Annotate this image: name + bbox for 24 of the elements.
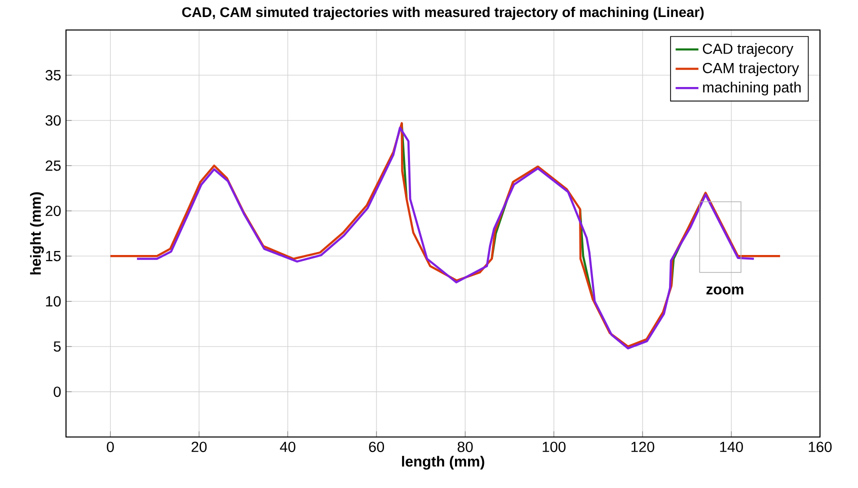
legend-label: CAM trajectory bbox=[702, 62, 800, 76]
y-tick-label: 15 bbox=[46, 250, 61, 262]
x-tick-label: 140 bbox=[720, 442, 743, 452]
y-axis-title: height (mm) bbox=[30, 192, 44, 274]
x-tick-label: 80 bbox=[458, 442, 473, 452]
y-tick-label: 35 bbox=[46, 70, 61, 80]
annotation: zoom bbox=[706, 286, 744, 294]
x-tick-label: 60 bbox=[369, 442, 384, 452]
y-tick-label: 20 bbox=[46, 206, 61, 216]
x-tick-label: 20 bbox=[192, 442, 207, 452]
y-tick-label: 30 bbox=[46, 115, 61, 126]
y-tick-label: 0 bbox=[54, 386, 61, 397]
y-tick-label: 5 bbox=[54, 341, 61, 352]
legend-label: machining path bbox=[703, 82, 801, 96]
chart-title: CAD, CAM simuted trajectories with measured trajectory of machining (Linear) bbox=[182, 6, 704, 20]
x-tick-label: 100 bbox=[542, 442, 566, 452]
y-tick-label: 25 bbox=[46, 160, 61, 171]
x-tick-label: 40 bbox=[280, 442, 296, 452]
y-tick-label: 10 bbox=[46, 296, 61, 307]
x-tick-label: 0 bbox=[106, 442, 114, 452]
x-tick-label: 160 bbox=[808, 442, 832, 452]
legend-label: CAD trajecory bbox=[702, 43, 794, 57]
x-axis-title: length (mm) bbox=[402, 456, 484, 470]
x-tick-label: 120 bbox=[631, 442, 654, 452]
